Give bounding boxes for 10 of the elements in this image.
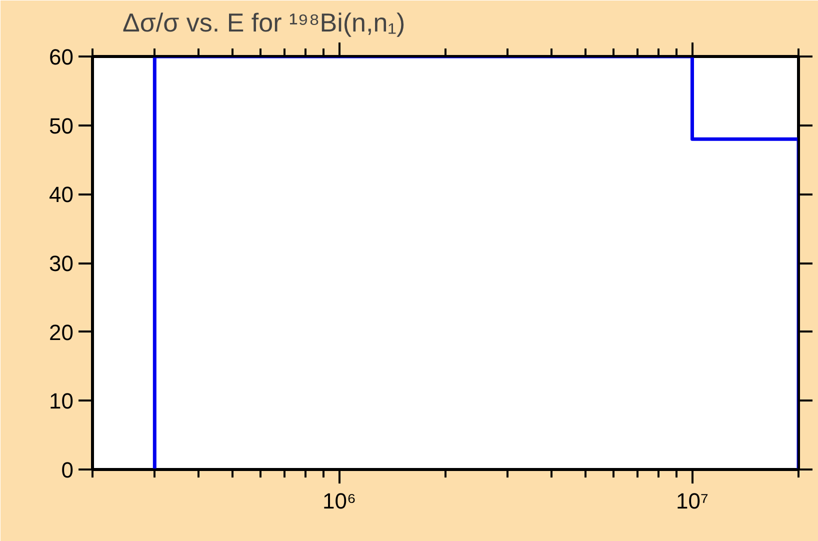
x-tick-label: 10⁶ bbox=[322, 488, 356, 514]
y-tick-label: 10 bbox=[49, 388, 74, 414]
y-tick-label: 50 bbox=[49, 113, 74, 138]
y-tick-label: 40 bbox=[49, 182, 74, 208]
y-tick-label: 60 bbox=[49, 44, 74, 70]
y-tick-label: 30 bbox=[49, 251, 74, 276]
y-tick-label: 20 bbox=[49, 320, 74, 345]
chart-title: Δσ/σ vs. E for ¹⁹⁸Bi(n,n₁) bbox=[122, 8, 406, 38]
x-tick-label: 10⁷ bbox=[676, 488, 708, 514]
y-tick-label: 0 bbox=[61, 458, 74, 482]
